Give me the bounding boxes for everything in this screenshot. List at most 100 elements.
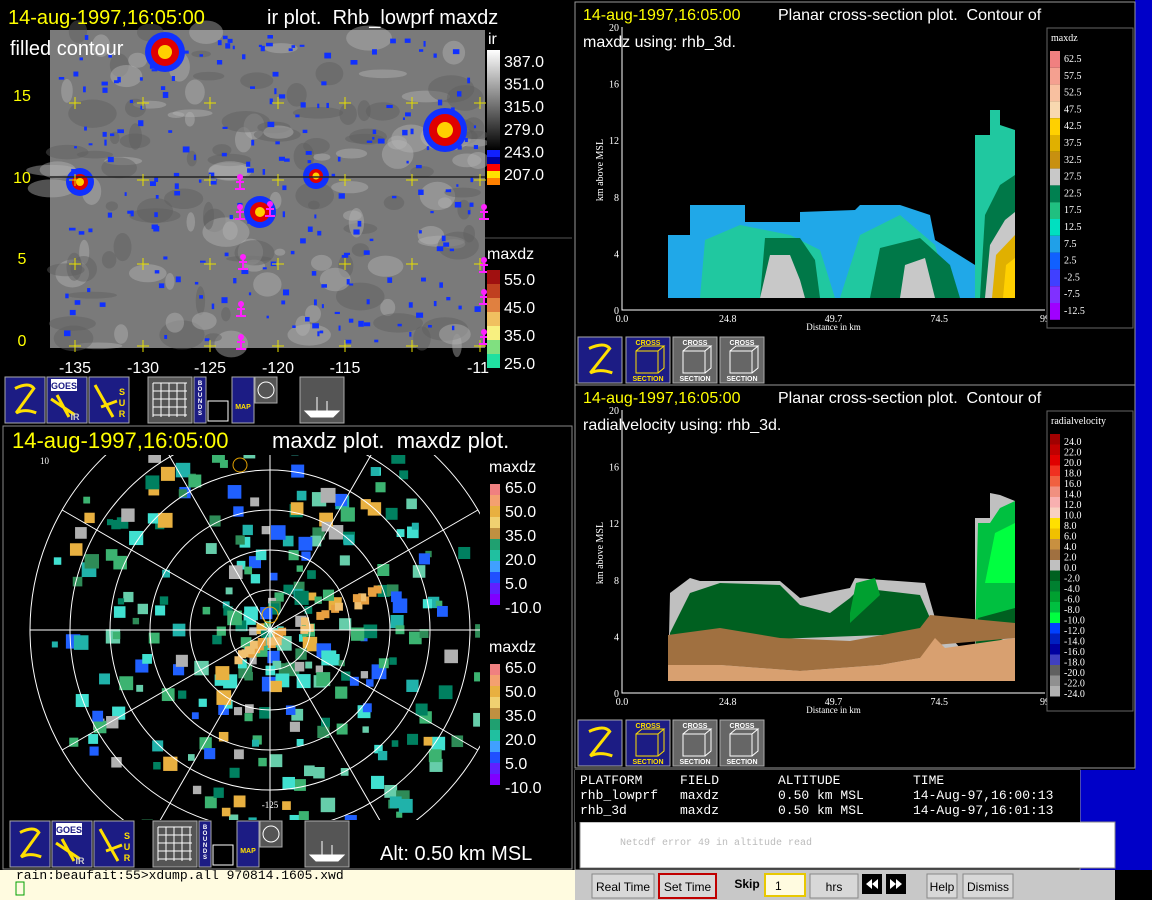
echo — [136, 684, 144, 692]
cloud — [467, 152, 490, 169]
colorbar-swatch — [487, 326, 500, 340]
cloud — [357, 100, 371, 122]
y-tick-label: 12 — [609, 519, 619, 530]
legend-label: 12.0 — [1064, 500, 1082, 511]
colorbar-swatch — [490, 583, 500, 594]
echo — [148, 632, 160, 644]
cloud — [345, 133, 384, 144]
button-label: SECTION — [632, 376, 663, 383]
echo — [249, 657, 257, 665]
cloud — [221, 110, 270, 133]
button-label[interactable]: Set Time — [664, 880, 712, 894]
colorbar-swatch — [490, 594, 500, 605]
echo — [215, 666, 230, 681]
button[interactable] — [809, 873, 859, 899]
echo — [88, 734, 99, 744]
cloud — [128, 52, 148, 68]
legend-label: 387.0 — [504, 54, 544, 71]
colorbar-swatch — [1050, 686, 1060, 697]
button-label: CROSS — [730, 723, 755, 730]
cold-cloud — [348, 318, 354, 323]
cloud — [417, 226, 445, 245]
cold-cloud — [221, 297, 228, 304]
echo — [142, 654, 152, 664]
cold-cloud — [338, 325, 341, 331]
app-logo — [588, 343, 613, 375]
cloud — [167, 111, 185, 118]
cold-cloud — [232, 45, 235, 50]
button[interactable] — [658, 873, 717, 899]
echo — [396, 811, 403, 818]
button-label[interactable]: Dismiss — [967, 880, 1009, 894]
button-label[interactable]: Real Time — [596, 880, 650, 894]
colorbar-swatch — [1050, 497, 1060, 508]
cloud — [253, 272, 282, 297]
grid-cross — [69, 97, 81, 109]
cloud — [55, 259, 90, 288]
cold-cloud — [208, 172, 215, 179]
button[interactable] — [926, 873, 958, 899]
echo — [354, 601, 363, 610]
cloud — [128, 264, 167, 283]
y-tick-label: 20 — [609, 23, 619, 34]
station-marker — [237, 204, 243, 210]
cold-cloud — [282, 211, 286, 218]
echo — [308, 592, 317, 601]
echo — [202, 606, 211, 615]
cold-cloud — [248, 292, 252, 296]
cold-cloud — [317, 331, 320, 337]
cold-cloud — [415, 164, 422, 169]
legend-title: radialvelocity — [1051, 416, 1106, 427]
cold-cloud — [266, 42, 273, 47]
echo — [112, 631, 121, 640]
button-label[interactable]: Help — [930, 880, 955, 894]
cold-cloud — [372, 129, 377, 135]
cloud — [419, 181, 456, 211]
plot-date: 14-aug-1997,16:05:00 — [12, 428, 229, 453]
echo — [285, 705, 296, 715]
y-tick-label: 8 — [614, 576, 619, 587]
legend-label: -12.5 — [1064, 306, 1085, 317]
cold-cloud — [441, 235, 446, 242]
echo — [396, 529, 405, 537]
echo — [316, 672, 331, 687]
echo — [155, 605, 166, 616]
cold-cloud — [267, 121, 275, 128]
cold-cloud — [326, 102, 329, 108]
echo — [233, 795, 246, 808]
echo — [99, 673, 111, 685]
button-label[interactable]: hrs — [826, 880, 843, 894]
legend-label: 24.0 — [1064, 437, 1082, 448]
echo — [218, 731, 229, 742]
cold-cloud — [262, 267, 267, 270]
echo — [362, 703, 372, 713]
cloud — [292, 106, 344, 119]
colorbar-swatch — [490, 506, 500, 517]
echo — [338, 660, 345, 667]
legend-title: maxdz — [487, 246, 534, 263]
button[interactable] — [962, 873, 1014, 899]
echo — [237, 650, 246, 659]
echo — [212, 634, 222, 645]
legend-title: maxdz — [489, 639, 536, 656]
echo — [233, 506, 244, 517]
echo — [236, 560, 246, 570]
colorbar-swatch — [490, 686, 500, 697]
cold-cloud — [117, 129, 124, 134]
cold-cloud — [439, 282, 443, 288]
skip-input[interactable] — [764, 873, 806, 897]
skip-value[interactable]: 1 — [775, 879, 782, 893]
echo — [157, 512, 173, 528]
cloud — [105, 201, 118, 211]
button-label: CROSS — [730, 340, 755, 347]
echo — [244, 566, 253, 575]
cold-cloud — [312, 323, 319, 329]
cloud — [437, 231, 479, 260]
grid-cross — [204, 340, 216, 352]
cloud — [274, 248, 286, 256]
cloud — [184, 111, 195, 127]
cold-cloud — [449, 248, 455, 252]
legend-box — [1046, 410, 1134, 712]
button[interactable] — [591, 873, 655, 899]
y-axis-label: km above MSL — [595, 139, 606, 201]
